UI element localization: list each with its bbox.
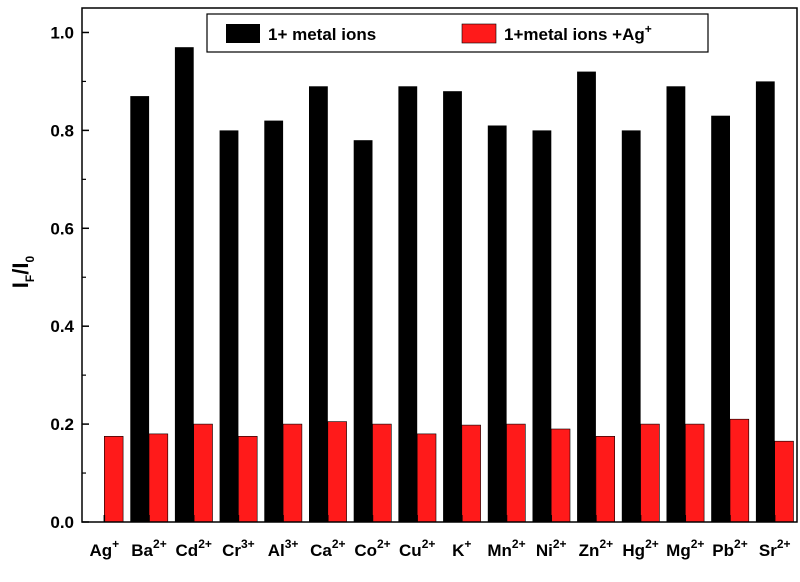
x-tick-label-co: Co2+: [354, 537, 390, 560]
y-axis-label-base: I: [8, 282, 33, 288]
bar-metal-ions-mg: [666, 86, 686, 523]
bar-metal-ions-ag-cr: [238, 435, 258, 523]
bar-metal-ions-ag-ba: [148, 433, 169, 523]
x-tick-label-al: Al3+: [268, 537, 299, 560]
x-tick-label-mg: Mg2+: [666, 537, 704, 560]
bar-metal-ions-ag-cu: [416, 433, 437, 523]
bar-metal-ions-ag-ca: [327, 421, 347, 523]
x-tick-label-ba: Ba2+: [131, 537, 166, 560]
bar-metal-ions-ag-mg: [684, 423, 705, 523]
bar-metal-ions-ba: [130, 96, 150, 522]
bar-metal-ions-k: [443, 91, 462, 522]
bar-metal-ions-ag-cd: [193, 423, 213, 523]
bar-metal-ions-mn: [487, 125, 507, 522]
axes-group: [81, 7, 798, 523]
x-tick-label-mn: Mn2+: [487, 537, 525, 560]
y-tick-label: 0.2: [50, 415, 74, 434]
x-tick-label-cr: Cr3+: [222, 537, 255, 560]
bar-metal-ions-ag-pb: [729, 418, 750, 523]
x-tick-label-cu: Cu2+: [399, 537, 435, 560]
x-tick-label-cd: Cd2+: [176, 537, 212, 560]
y-tick-label: 0.8: [50, 121, 74, 140]
x-tick-label-hg: Hg2+: [622, 537, 658, 560]
bars-group: [104, 47, 794, 523]
bar-metal-ions-co: [353, 140, 373, 522]
bar-metal-ions-cr: [219, 130, 239, 522]
bar-metal-ions-ag-hg: [640, 423, 660, 523]
x-tick-label-ca: Ca2+: [310, 537, 345, 560]
bar-metal-ions-ag-ni: [550, 428, 571, 523]
y-ticks-group: 0.0 0.2 0.4 0.6 0.8 1.0: [50, 23, 89, 532]
y-axis-label-mid: /I: [8, 262, 33, 274]
y-axis-label: IF/I0: [8, 255, 37, 288]
bar-metal-ions-ag-sr: [774, 440, 794, 523]
y-tick-label: 0.6: [50, 219, 74, 238]
svg-text:IF/I0: IF/I0: [8, 255, 37, 288]
legend-frame: [206, 13, 709, 53]
x-tick-label-ag: Ag+: [89, 537, 119, 560]
x-labels-group: Ag+ Ba2+ Cd2+ Cr3+ Al3+ Ca2+ Co2+ Cu2+ K+ Mn2+ Ni2…: [89, 537, 790, 560]
bar-metal-ions-ag-k: [461, 424, 481, 523]
bar-metal-ions-hg: [621, 130, 641, 522]
legend-swatch-series-2: [461, 23, 497, 44]
y-axis-label-sub1: F: [23, 275, 37, 282]
bar-metal-ions-cu: [398, 86, 418, 523]
legend-swatch-series-1: [226, 24, 260, 43]
legend-label-series-2: 1+metal ions +Ag+: [504, 22, 652, 44]
x-tick-label-pb: Pb2+: [712, 537, 747, 560]
bar-metal-ions-sr: [755, 81, 775, 523]
y-tick-label: 0.0: [50, 513, 74, 532]
bar-metal-ions-ni: [532, 130, 552, 522]
y-tick-label: 0.4: [50, 317, 74, 336]
bar-metal-ions-ca: [309, 86, 328, 523]
legend: 1+ metal ions 1+metal ions +Ag+: [206, 13, 709, 53]
bar-metal-ions-zn: [577, 71, 596, 522]
bar-metal-ions-pb: [711, 115, 730, 522]
x-tick-label-ni: Ni2+: [536, 537, 567, 560]
bar-metal-ions-cd: [174, 47, 194, 522]
x-tick-label-k: K+: [452, 537, 471, 560]
y-axis-label-sub2: 0: [23, 255, 37, 262]
plot-frame: [81, 7, 798, 523]
legend-label-series-1: 1+ metal ions: [268, 25, 376, 44]
y-tick-label: 1.0: [50, 23, 74, 42]
bar-metal-ions-ag-ag: [104, 435, 124, 523]
x-tick-label-zn: Zn2+: [579, 537, 613, 560]
bar-metal-ions-ag-mn: [506, 423, 526, 523]
x-tick-label-sr: Sr2+: [759, 537, 791, 560]
bar-metal-ions-ag-zn: [595, 435, 616, 523]
bar-metal-ions-ag-al: [282, 423, 303, 523]
bar-metal-ions-ag-co: [372, 423, 392, 523]
bar-metal-ions-al: [264, 120, 284, 522]
